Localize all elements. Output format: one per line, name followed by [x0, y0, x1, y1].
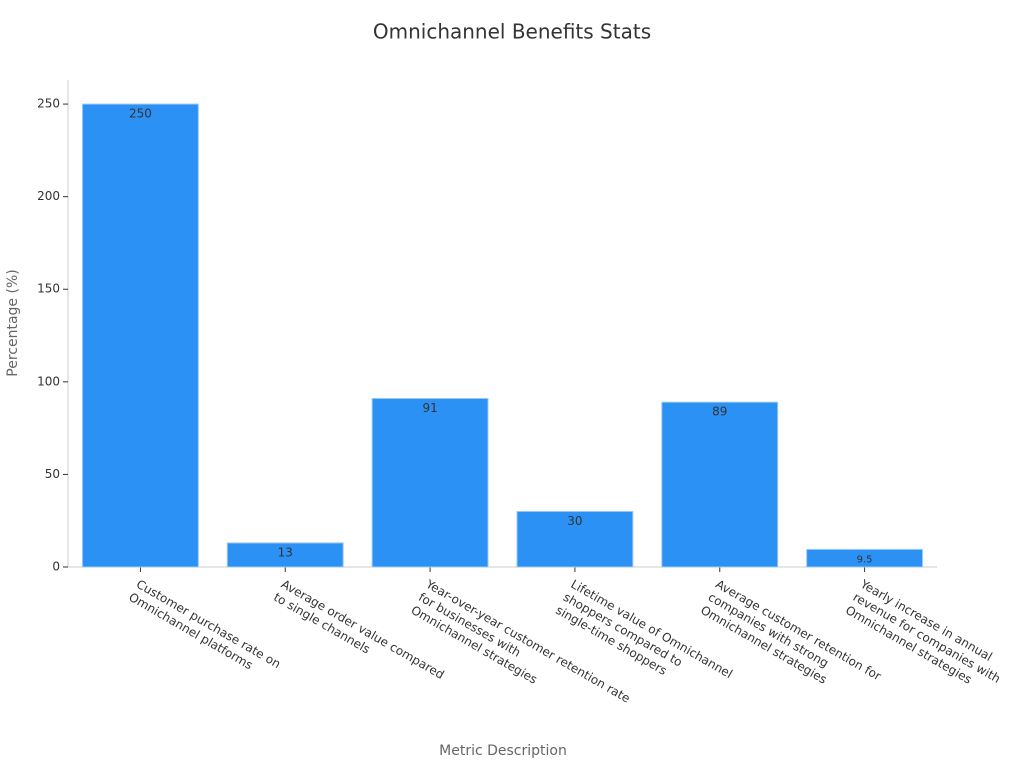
- bar: [226, 542, 344, 568]
- y-axis-label: Percentage (%): [5, 269, 21, 376]
- x-tick-label-line: Customer purchase rate on: [134, 577, 283, 671]
- y-tick-label: 250: [37, 97, 60, 111]
- y-tick-label: 200: [37, 189, 60, 203]
- value-label: 30: [567, 514, 582, 528]
- bar: [661, 401, 779, 568]
- x-tick-label: Yearly increase in annualrevenue for com…: [842, 576, 1010, 698]
- y-tick-label: 100: [37, 374, 60, 388]
- value-label: 13: [278, 545, 293, 559]
- y-tick-label: 0: [52, 560, 60, 574]
- x-tick-label: Lifetime value of Omnichannelshoppers co…: [554, 577, 735, 707]
- bar: [516, 510, 634, 568]
- x-tick-label: Customer purchase rate onOmnichannel pla…: [127, 577, 284, 684]
- bar: [81, 103, 199, 568]
- chart-title: Omnichannel Benefits Stats: [373, 20, 651, 44]
- value-label: 89: [712, 405, 727, 419]
- y-tick-label: 50: [45, 467, 60, 481]
- value-label: 9.5: [857, 554, 873, 565]
- y-tick-label: 150: [37, 282, 60, 296]
- value-label: 250: [129, 107, 152, 121]
- value-label: 91: [422, 401, 437, 415]
- bar: [371, 397, 489, 568]
- x-axis-label: Metric Description: [439, 743, 567, 759]
- bar: [806, 548, 924, 568]
